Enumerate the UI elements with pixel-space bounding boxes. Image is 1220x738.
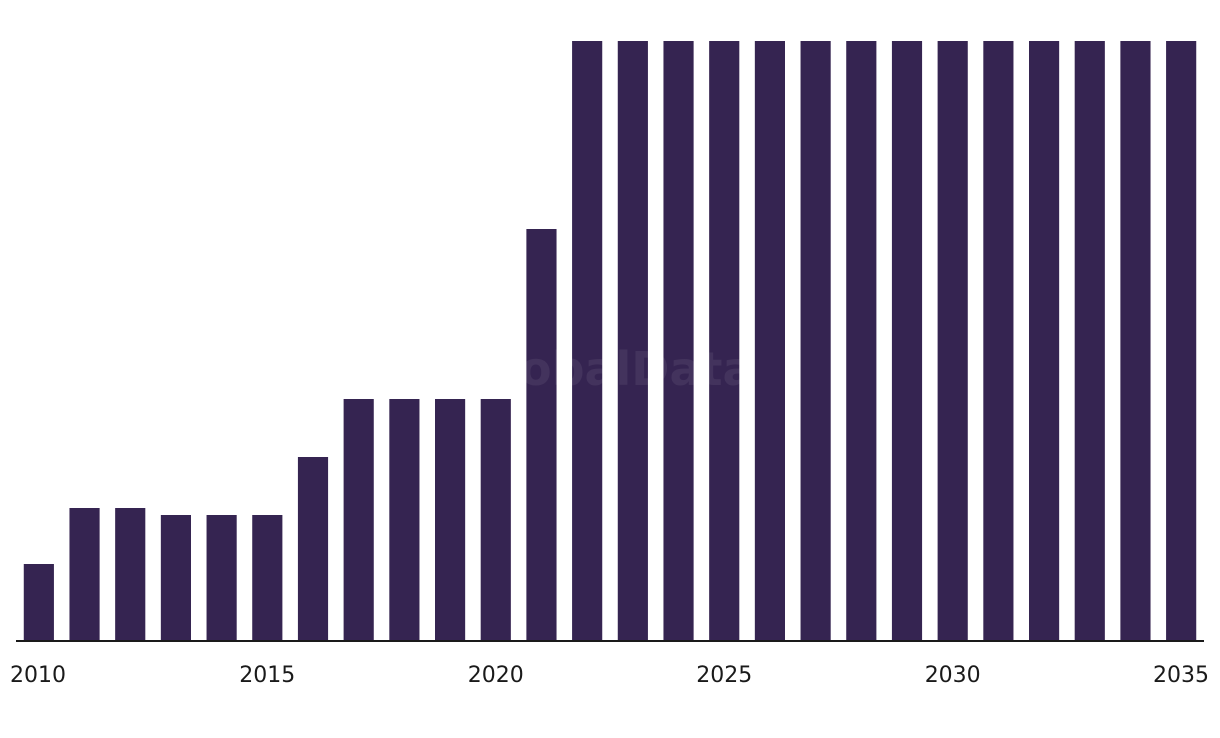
x-tick-label-2020: 2020 bbox=[468, 663, 524, 688]
watermark-logo: GlobalData bbox=[466, 342, 753, 396]
bar-2032 bbox=[1029, 41, 1060, 641]
x-tick-label-2035: 2035 bbox=[1153, 663, 1209, 688]
bar-2023 bbox=[617, 41, 648, 641]
bar-2012 bbox=[115, 508, 146, 641]
bar-2010 bbox=[23, 564, 54, 641]
bar-2027 bbox=[800, 41, 831, 641]
bar-2024 bbox=[663, 41, 694, 641]
bar-2026 bbox=[754, 41, 785, 641]
bar-2035 bbox=[1166, 41, 1197, 641]
bar-2033 bbox=[1074, 41, 1105, 641]
x-axis-ticks: 2010 2015 2020 2025 2030 2035 bbox=[10, 663, 1209, 688]
x-tick-label-2015: 2015 bbox=[239, 663, 295, 688]
bar-2011 bbox=[69, 508, 100, 641]
x-tick-label-2025: 2025 bbox=[696, 663, 752, 688]
bar-2021 bbox=[526, 229, 557, 641]
x-tick-label-2030: 2030 bbox=[925, 663, 981, 688]
bar-2034 bbox=[1120, 41, 1151, 641]
bar-2019 bbox=[435, 399, 466, 641]
bar-2029 bbox=[891, 41, 923, 641]
bar-2031 bbox=[983, 41, 1014, 641]
bar-2016 bbox=[297, 457, 329, 641]
bar-2025 bbox=[709, 41, 740, 641]
bar-2028 bbox=[846, 41, 877, 641]
bar-2013 bbox=[160, 515, 191, 641]
x-tick-label-2010: 2010 bbox=[10, 663, 66, 688]
bar-2020 bbox=[480, 399, 511, 641]
bar-2018 bbox=[389, 399, 420, 641]
bars-group bbox=[23, 41, 1197, 641]
bar-2022 bbox=[572, 41, 603, 641]
bar-2014 bbox=[206, 515, 237, 641]
bar-2015 bbox=[252, 515, 283, 641]
bar-2030 bbox=[937, 41, 968, 641]
bar-2017 bbox=[343, 399, 374, 641]
